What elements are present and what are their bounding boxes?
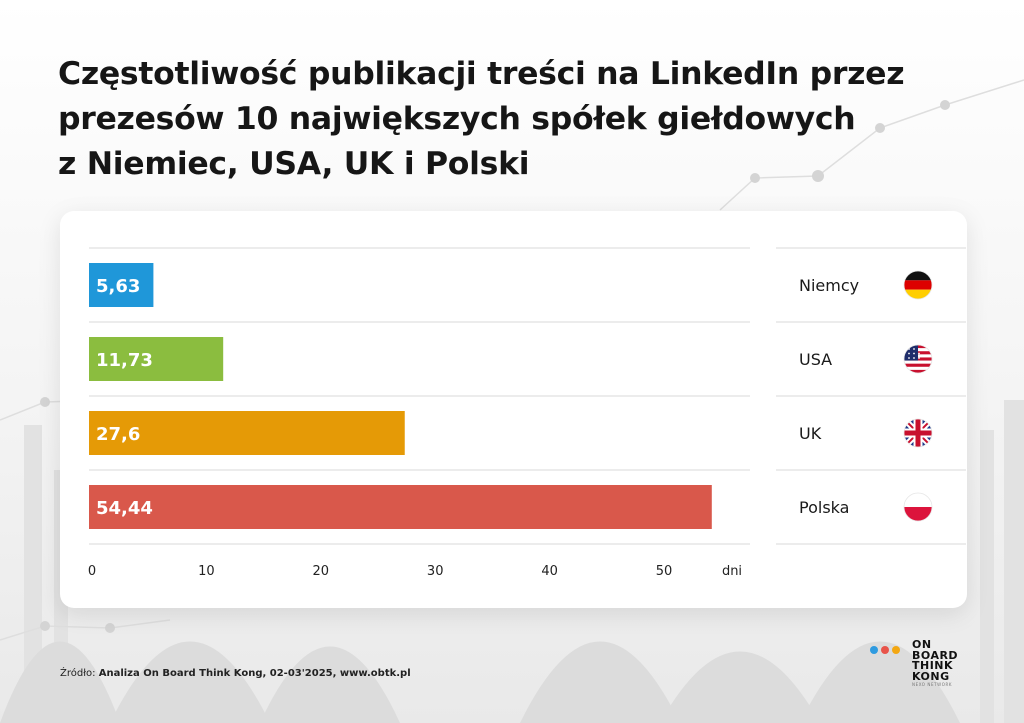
logo-word: KONG <box>912 669 950 683</box>
source-text: Analiza On Board Think Kong, 02-03'2025,… <box>98 668 411 679</box>
bar <box>89 411 405 455</box>
bar <box>89 263 154 307</box>
source-prefix: Źródło: <box>60 668 99 679</box>
bar-chart: 5,63 11,73 27,6 54,44 0 10 20 30 40 50 dni Niemcy US… <box>88 247 966 579</box>
flag-uk-icon <box>903 418 933 448</box>
logo-dot-blue <box>870 646 878 654</box>
x-tick-label: 50 <box>656 564 673 579</box>
flag-usa-icon <box>903 344 933 374</box>
chart-card: 5,63 11,73 27,6 54,44 0 10 20 30 40 50 dni Niemcy US… <box>60 211 967 608</box>
legend-country-label: Niemcy <box>799 276 859 295</box>
logo-dot-red <box>881 646 889 654</box>
source-note: Źródło: Analiza On Board Think Kong, 02-… <box>60 668 411 679</box>
legend-country-label: UK <box>799 424 822 443</box>
bar-value-label: 5,63 <box>96 276 140 297</box>
title-line: z Niemiec, USA, UK i Polski <box>58 146 530 182</box>
bar-value-label: 11,73 <box>96 350 153 371</box>
chart-title: Częstotliwość publikacji treści na Linke… <box>58 52 978 187</box>
logo-dot-yellow <box>892 646 900 654</box>
logo-wordmark: ON BOARD THINK KONG NEXO NETWORK <box>912 638 959 688</box>
title-line: Częstotliwość publikacji treści na Linke… <box>58 56 905 92</box>
legend-country-label: Polska <box>799 498 849 517</box>
legend-country-label: USA <box>799 350 832 369</box>
x-tick-label: 30 <box>427 564 444 579</box>
bar <box>89 485 712 529</box>
x-tick-label: 10 <box>198 564 215 579</box>
x-tick-label: 0 <box>88 564 96 579</box>
logo-word: BOARD <box>912 648 959 662</box>
flag-poland-icon <box>903 492 933 522</box>
bar-value-label: 27,6 <box>96 424 140 445</box>
logo-word: ON <box>912 638 932 651</box>
logo-word: THINK <box>912 659 954 672</box>
x-axis-label: dni <box>722 564 742 579</box>
bar-value-label: 54,44 <box>96 498 153 519</box>
logo-tagline: NEXO NETWORK <box>912 682 953 687</box>
flag-germany-icon <box>903 270 933 300</box>
logo-dots <box>870 646 910 654</box>
x-tick-label: 20 <box>313 564 330 579</box>
x-tick-label: 40 <box>541 564 558 579</box>
title-line: prezesów 10 największych spółek giełdowy… <box>58 101 856 137</box>
bar <box>89 337 224 381</box>
